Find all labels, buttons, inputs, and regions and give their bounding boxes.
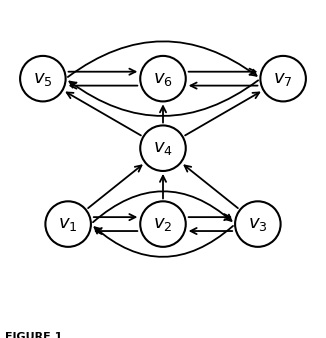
Text: $v_7$: $v_7$ bbox=[274, 70, 293, 88]
Circle shape bbox=[140, 56, 186, 101]
Circle shape bbox=[140, 201, 186, 247]
Text: $v_5$: $v_5$ bbox=[33, 70, 53, 88]
Circle shape bbox=[140, 125, 186, 171]
Circle shape bbox=[235, 201, 281, 247]
Text: FIGURE 1: FIGURE 1 bbox=[5, 332, 62, 338]
Text: $v_4$: $v_4$ bbox=[153, 139, 173, 157]
Text: $v_1$: $v_1$ bbox=[58, 215, 78, 233]
Circle shape bbox=[45, 201, 91, 247]
Circle shape bbox=[260, 56, 306, 101]
Text: $v_6$: $v_6$ bbox=[153, 70, 173, 88]
Text: $v_2$: $v_2$ bbox=[153, 215, 173, 233]
Text: $v_3$: $v_3$ bbox=[248, 215, 268, 233]
Circle shape bbox=[20, 56, 66, 101]
